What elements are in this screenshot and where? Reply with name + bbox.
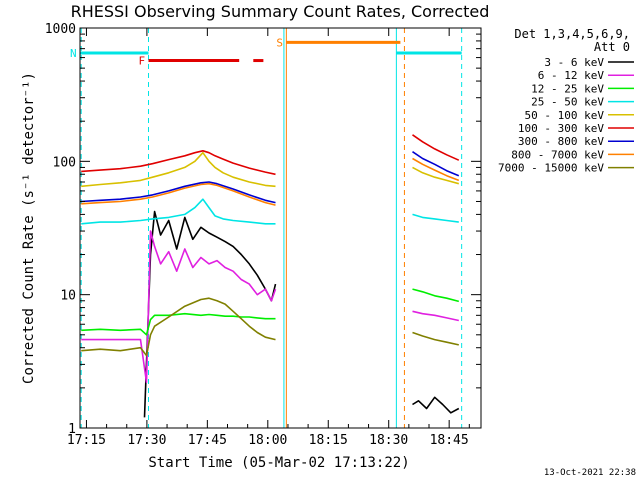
series-line-0-0 <box>143 210 277 418</box>
legend-header-line2: Att 0 <box>594 40 630 54</box>
legend-label-5: 100 - 300 keV <box>518 122 604 135</box>
x-tick-label-2: 17:45 <box>188 433 227 448</box>
series-line-2-0 <box>81 312 276 336</box>
legend-label-0: 3 - 6 keV <box>544 56 604 69</box>
y-axis-label: Corrected Count Rate (s⁻¹ detector⁻¹) <box>21 72 37 384</box>
y-tick-label-0: 1 <box>68 422 76 437</box>
series-line-6-0 <box>81 181 276 204</box>
chart-title: RHESSI Observing Summary Count Rates, Co… <box>71 2 490 21</box>
series-line-1-0 <box>81 230 277 384</box>
series-line-1-1 <box>412 310 459 322</box>
y-tick-label-1: 10 <box>60 289 76 304</box>
x-tick-label-0: 17:15 <box>67 433 106 448</box>
x-axis-label: Start Time (05-Mar-02 17:13:22) <box>148 455 409 471</box>
legend-label-8: 7000 - 15000 keV <box>498 162 604 175</box>
series-line-6-1 <box>412 151 460 177</box>
series-line-5-0 <box>81 150 276 176</box>
legend-label-4: 50 - 100 keV <box>525 109 605 122</box>
legend-label-6: 300 - 800 keV <box>518 135 604 148</box>
x-tick-label-4: 18:15 <box>309 433 348 448</box>
annotation-label-0: N <box>70 47 77 60</box>
series-line-2-1 <box>412 288 460 303</box>
x-tick-label-5: 18:30 <box>369 433 408 448</box>
x-tick-label-3: 18:00 <box>248 433 287 448</box>
y-tick-label-3: 1000 <box>45 22 76 37</box>
series-line-8-1 <box>412 331 459 346</box>
legend-label-7: 800 - 7000 keV <box>511 148 604 161</box>
legend-header-line1: Det 1,3,4,5,6,9, <box>514 27 630 41</box>
annotation-label-1: F <box>139 55 146 68</box>
series-line-7-1 <box>412 157 460 182</box>
date-stamp: 13-Oct-2021 22:38 <box>544 468 636 478</box>
legend-label-3: 25 - 50 keV <box>531 96 604 109</box>
series-line-5-1 <box>412 134 460 161</box>
series-line-3-0 <box>81 198 276 225</box>
legend-label-2: 12 - 25 keV <box>531 82 604 95</box>
x-tick-label-1: 17:30 <box>127 433 166 448</box>
legend-label-1: 6 - 12 keV <box>538 69 605 82</box>
x-tick-label-6: 18:45 <box>430 433 469 448</box>
y-tick-label-2: 100 <box>53 155 76 170</box>
series-line-4-1 <box>412 166 460 185</box>
annotation-label-2: S <box>276 36 283 49</box>
plot-frame <box>79 27 482 429</box>
series-line-8-0 <box>81 297 276 357</box>
series-line-0-1 <box>412 396 460 414</box>
series-line-7-0 <box>81 182 276 206</box>
series-line-4-0 <box>81 151 276 188</box>
series-line-3-1 <box>412 213 459 223</box>
